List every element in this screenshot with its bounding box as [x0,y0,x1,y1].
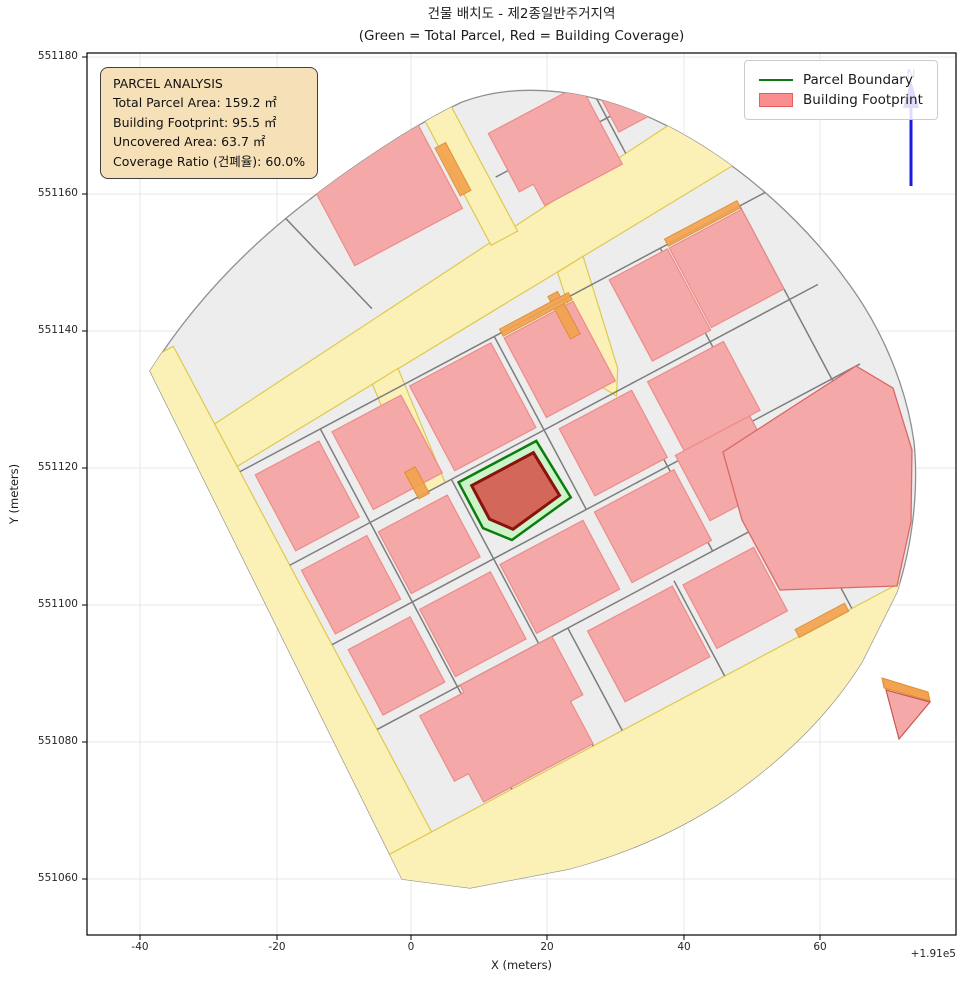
y-tick-551160: 551160 [37,187,78,199]
red-patch-swatch-icon [759,93,793,107]
axis-offset-text: +1.91e5 [910,948,956,960]
y-tick-551140: 551140 [37,324,78,336]
y-tick-551180: 551180 [37,50,78,62]
y-tick-551100: 551100 [37,598,78,610]
y-axis-label: Y (meters) [7,463,21,525]
annotation-line-coverage: Coverage Ratio (건폐율): 60.0% [113,153,306,169]
x-axis-label: X (meters) [490,958,553,972]
legend-item-parcel-boundary: Parcel Boundary [759,70,923,90]
x-tick-neg40: -40 [131,941,149,953]
chart-subtitle: (Green = Total Parcel, Red = Building Co… [358,27,685,44]
annotation-line-footprint: Building Footprint: 95.5 ㎡ [113,114,277,130]
outlying-triangle-parcel [881,677,932,741]
legend-label-building-footprint: Building Footprint [803,92,923,108]
y-tick-551120: 551120 [37,461,78,473]
x-tick-20: 20 [540,941,554,953]
annotation-line-uncovered: Uncovered Area: 63.7 ㎡ [113,134,266,150]
x-tick-0: 0 [407,941,415,953]
axes-frame [86,52,957,936]
green-line-swatch-icon [759,79,793,81]
x-tick-40: 40 [677,941,691,953]
legend-item-building-footprint: Building Footprint [759,90,923,110]
x-tick-neg20: -20 [268,941,286,953]
chart-title: 건물 배치도 - 제2종일반주거지역 [427,6,616,22]
parcel-analysis-annotation: PARCEL ANALYSIS Total Parcel Area: 159.2… [100,67,319,179]
tick-marks [82,56,821,940]
legend: Parcel Boundary Building Footprint [744,60,938,120]
building-coverage-highlight [469,450,562,531]
large-east-building [722,365,913,591]
x-tick-60: 60 [813,941,827,953]
road-accents-orange [403,141,850,639]
y-tick-551080: 551080 [37,735,78,747]
chart-title-block: 건물 배치도 - 제2종일반주거지역 (Green = Total Parcel… [87,4,956,47]
annotation-line-total-area: Total Parcel Area: 159.2 ㎡ [113,95,277,111]
legend-label-parcel-boundary: Parcel Boundary [803,72,913,88]
annotation-title: PARCEL ANALYSIS [113,76,223,91]
y-tick-551060: 551060 [37,872,78,884]
